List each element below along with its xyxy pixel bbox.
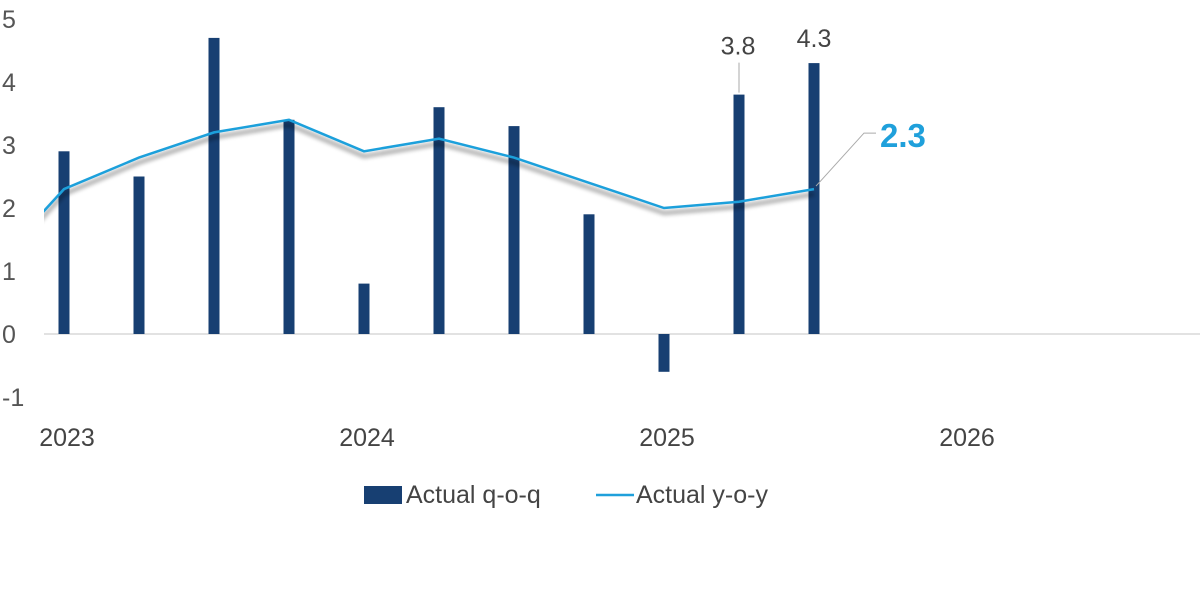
x-tick-label: 2024 bbox=[339, 424, 395, 452]
bar-2025Q2 bbox=[733, 94, 745, 334]
y-tick-label: 1 bbox=[2, 258, 16, 286]
x-tick-label: 2026 bbox=[939, 424, 995, 452]
bar-2025Q3 bbox=[808, 63, 820, 334]
y-tick-label: 0 bbox=[2, 321, 16, 349]
legend: Actual q-o-q Actual y-o-y bbox=[364, 481, 768, 509]
x-tick-label: 2023 bbox=[39, 424, 95, 452]
leader-line bbox=[815, 132, 876, 187]
legend-label-y-o-y: Actual y-o-y bbox=[636, 481, 768, 509]
legend-label-q-o-q: Actual q-o-q bbox=[406, 481, 541, 509]
y-axis: -1 0 1 2 3 4 5 bbox=[2, 6, 24, 412]
bar-2024Q1 bbox=[358, 283, 370, 334]
bar-series-actual-q-o-q bbox=[58, 37, 820, 372]
y-tick-label: -1 bbox=[2, 384, 24, 412]
data-label: 3.8 bbox=[721, 33, 756, 61]
x-tick-label: 2025 bbox=[639, 424, 695, 452]
data-labels: 3.8 4.3 2.3 bbox=[721, 25, 926, 187]
bar-2023Q4 bbox=[283, 119, 295, 334]
bar-2023Q2 bbox=[133, 176, 145, 334]
data-label: 4.3 bbox=[797, 25, 832, 53]
bar-2023Q1 bbox=[58, 151, 70, 334]
bar-2025Q1 bbox=[658, 334, 670, 372]
data-label-highlight: 2.3 bbox=[880, 117, 926, 154]
line-series-actual-y-o-y bbox=[44, 118, 815, 213]
y-tick-label: 2 bbox=[2, 195, 16, 223]
bar-2024Q2 bbox=[433, 107, 445, 334]
bar-2024Q4 bbox=[583, 214, 595, 334]
x-axis: 2023 2024 2025 2026 bbox=[39, 424, 995, 452]
y-tick-label: 4 bbox=[2, 69, 16, 97]
bar-2023Q3 bbox=[208, 37, 220, 335]
legend-swatch-q-o-q bbox=[364, 486, 402, 504]
y-tick-label: 5 bbox=[2, 6, 16, 34]
bar-2024Q3 bbox=[508, 126, 520, 334]
y-tick-label: 3 bbox=[2, 132, 16, 160]
line-path bbox=[44, 118, 815, 213]
